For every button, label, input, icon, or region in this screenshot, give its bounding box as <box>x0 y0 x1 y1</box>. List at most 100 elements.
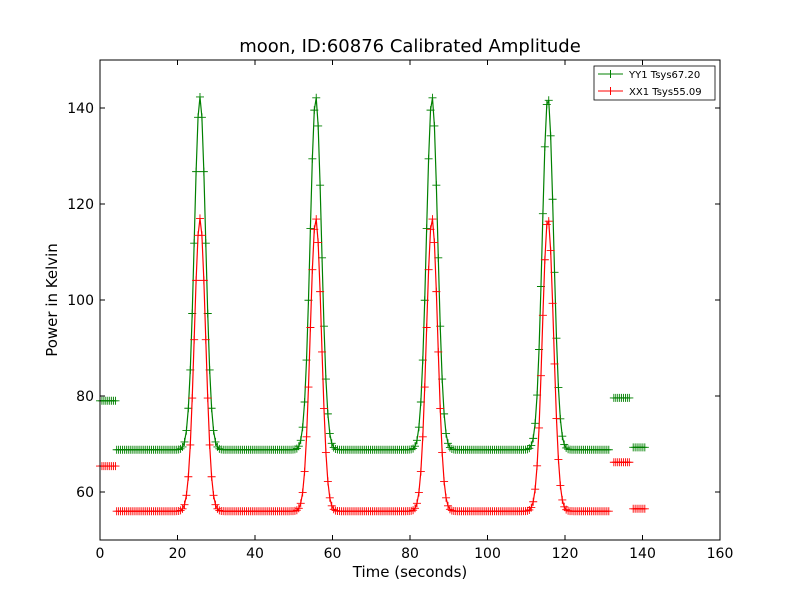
data-point <box>325 493 334 502</box>
chart-title: moon, ID:60876 Calibrated Amplitude <box>239 36 581 57</box>
data-point <box>443 439 452 448</box>
data-point <box>318 347 327 356</box>
data-point <box>319 404 328 413</box>
data-point <box>180 500 189 509</box>
legend-marker-xx1 <box>606 87 615 95</box>
data-point <box>625 458 634 467</box>
data-point <box>422 224 431 233</box>
data-point <box>296 436 305 445</box>
data-point <box>316 181 325 190</box>
data-point <box>560 440 569 449</box>
data-point <box>329 443 338 452</box>
data-point <box>436 404 445 413</box>
data-point <box>430 238 439 247</box>
data-point <box>434 347 443 356</box>
data-point <box>447 445 456 454</box>
legend-marker-yy1 <box>606 70 615 78</box>
data-point <box>548 299 557 308</box>
data-point <box>188 394 197 403</box>
y-axis: 60 80 100 120 140 <box>67 101 720 501</box>
legend: YY1 Tsys67.20 XX1 Tsys55.09 <box>593 65 716 101</box>
data-point <box>538 209 547 218</box>
data-point <box>443 501 452 510</box>
x-tick-label: 100 <box>474 546 501 562</box>
x-tick-label: 120 <box>552 546 579 562</box>
data-point <box>197 231 206 240</box>
data-point <box>199 276 208 285</box>
data-point <box>411 504 420 513</box>
data-point <box>544 96 553 105</box>
data-point <box>531 485 540 494</box>
data-point <box>321 448 330 457</box>
data-point <box>290 445 299 454</box>
plot-series <box>96 92 649 516</box>
data-point <box>529 434 538 443</box>
y-tick-label: 100 <box>67 293 94 309</box>
data-point <box>296 499 305 508</box>
series-xx1 <box>96 214 649 516</box>
data-point <box>329 505 338 514</box>
x-tick-label: 160 <box>707 546 734 562</box>
data-point <box>195 214 204 223</box>
x-tick-label: 0 <box>96 546 105 562</box>
data-point <box>312 215 321 224</box>
data-point <box>199 167 208 176</box>
data-point <box>531 419 540 428</box>
data-point <box>318 253 327 262</box>
series-yy1 <box>96 92 649 454</box>
data-point <box>432 287 441 296</box>
data-point <box>527 503 536 512</box>
data-point <box>546 246 555 255</box>
y-tick-label: 60 <box>76 485 94 501</box>
data-point <box>538 311 547 320</box>
data-point <box>542 220 551 229</box>
data-point <box>422 323 431 332</box>
data-point <box>442 493 451 502</box>
data-point <box>184 472 193 481</box>
data-point <box>298 488 307 497</box>
data-point <box>186 440 195 449</box>
y-tick-label: 120 <box>67 197 94 213</box>
x-tick-label: 40 <box>246 546 264 562</box>
data-point <box>176 506 185 515</box>
data-point <box>625 393 634 402</box>
data-point <box>424 154 433 163</box>
data-point <box>312 93 321 102</box>
data-point <box>562 505 571 514</box>
data-point <box>533 461 542 470</box>
data-point <box>411 442 420 451</box>
data-point <box>203 394 212 403</box>
data-point <box>316 287 325 296</box>
data-point <box>554 455 563 464</box>
data-point <box>205 440 214 449</box>
data-point <box>292 506 301 515</box>
data-point <box>294 442 303 451</box>
data-point <box>640 504 649 513</box>
data-point <box>407 445 416 454</box>
data-point <box>412 499 421 508</box>
data-point <box>180 437 189 446</box>
data-point <box>414 423 423 432</box>
data-point <box>434 253 443 262</box>
legend-box <box>593 65 716 101</box>
data-point <box>201 239 210 248</box>
data-point <box>445 443 454 452</box>
data-point <box>432 181 441 190</box>
data-point <box>409 506 418 515</box>
data-point <box>523 445 532 454</box>
legend-label-xx1: XX1 Tsys55.09 <box>629 87 702 98</box>
data-point <box>300 398 309 407</box>
data-point <box>215 444 224 453</box>
data-point <box>442 429 451 438</box>
y-tick-label: 140 <box>67 101 94 117</box>
data-point <box>327 439 336 448</box>
data-point <box>178 442 187 451</box>
x-tick-label: 60 <box>324 546 342 562</box>
data-point <box>527 441 536 450</box>
data-point <box>552 414 561 423</box>
x-axis-label: Time (seconds) <box>352 563 468 581</box>
data-point <box>192 167 201 176</box>
data-point <box>209 491 218 500</box>
data-point <box>201 335 210 344</box>
data-point <box>556 481 565 490</box>
